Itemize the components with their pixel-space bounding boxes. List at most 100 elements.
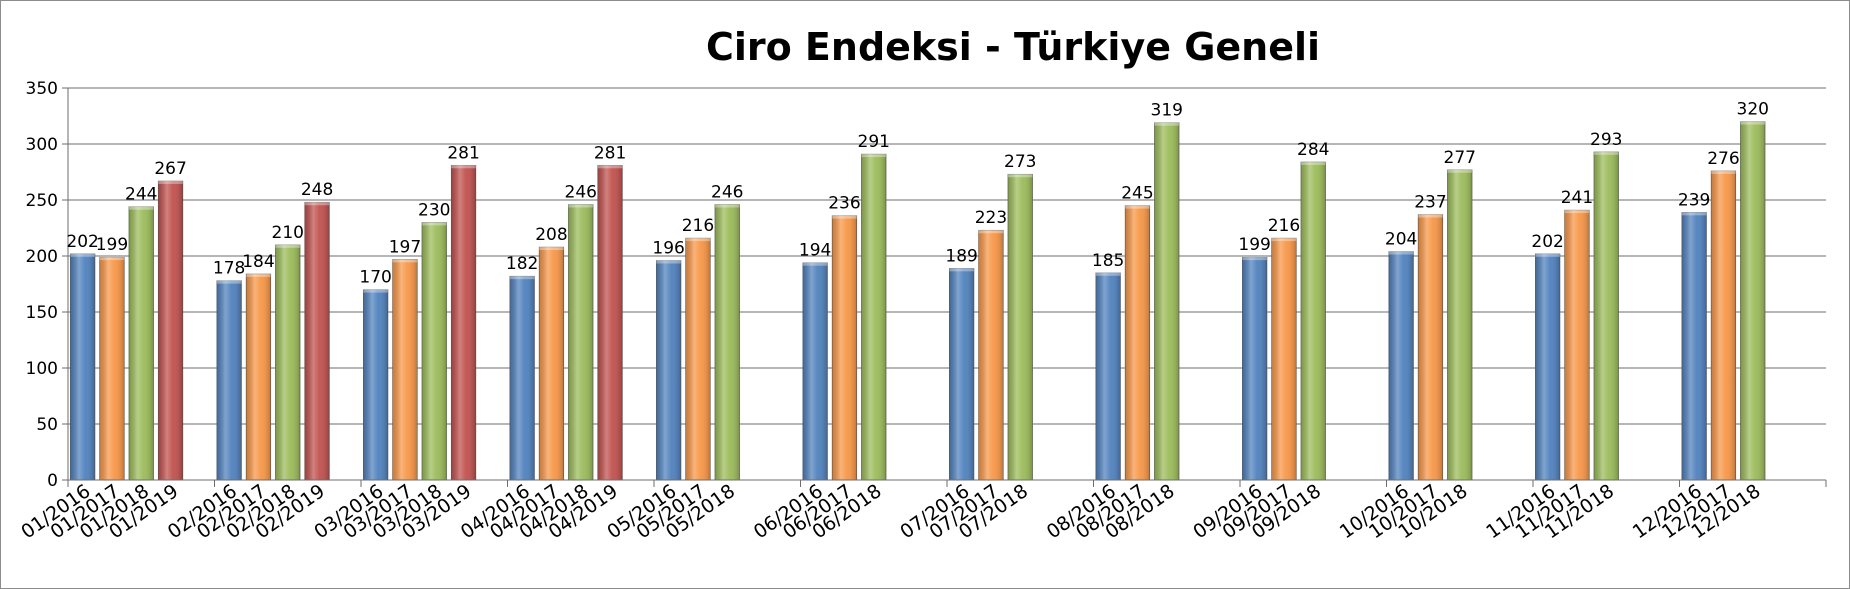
bar-shading	[1418, 214, 1443, 480]
data-labels: 2021992442671781842102481701972302811822…	[66, 100, 1769, 288]
y-tick-label: 350	[26, 79, 58, 99]
bar-shading	[949, 268, 974, 480]
bar-cap	[246, 272, 271, 277]
bar-shading	[861, 154, 887, 480]
data-label: 223	[975, 208, 1007, 228]
bar-cap	[861, 153, 887, 158]
bar-cap	[656, 259, 681, 264]
bar-cap	[1740, 120, 1766, 125]
data-label: 244	[125, 185, 157, 205]
data-label: 208	[535, 225, 567, 245]
bar-shading	[1300, 161, 1326, 481]
data-label: 170	[359, 268, 391, 288]
bar-shading	[128, 206, 154, 480]
bar-cap	[363, 288, 388, 293]
bar-shading	[1271, 238, 1297, 480]
bar-shading	[158, 180, 183, 480]
bar-cap	[1681, 211, 1707, 216]
data-label: 194	[799, 241, 831, 261]
bar-shading	[568, 204, 594, 481]
y-tick-label: 100	[26, 359, 58, 379]
data-label: 230	[418, 200, 450, 220]
bar-cap	[1418, 213, 1443, 218]
bar-cap	[539, 246, 564, 251]
bar-cap	[1095, 271, 1121, 276]
bar-cap	[421, 221, 447, 226]
bar-cap	[509, 275, 535, 280]
y-tick-label: 250	[26, 191, 58, 211]
data-label: 267	[154, 159, 186, 179]
bar-shading	[1388, 251, 1414, 480]
bars	[70, 120, 1766, 481]
bar-shading	[275, 244, 301, 480]
y-tick-label: 150	[26, 303, 58, 323]
bar-cap	[70, 252, 95, 257]
y-tick-label: 300	[26, 135, 58, 155]
bar-cap	[568, 203, 594, 208]
bar-shading	[99, 257, 125, 480]
bar-shading	[1681, 212, 1707, 480]
bar-cap	[1271, 237, 1297, 242]
bar-cap	[1154, 121, 1180, 126]
data-label: 281	[447, 143, 479, 163]
data-label: 246	[565, 182, 597, 202]
bar-cap	[216, 279, 242, 284]
data-label: 245	[1121, 184, 1153, 204]
bar-shading	[714, 204, 740, 481]
data-label: 246	[711, 182, 743, 202]
gridlines	[68, 87, 1826, 425]
bar-shading	[1095, 272, 1121, 480]
bar-shading	[832, 215, 857, 480]
bar-cap	[1242, 256, 1267, 261]
bar-cap	[392, 258, 418, 263]
data-label: 185	[1092, 251, 1124, 271]
chart-title: Ciro Endeksi - Türkiye Geneli	[706, 25, 1320, 69]
bar-cap	[1711, 169, 1736, 174]
bar-shading	[685, 238, 711, 480]
data-label: 202	[1531, 232, 1563, 252]
bar-shading	[1007, 174, 1033, 481]
bar-cap	[802, 261, 828, 266]
data-label: 284	[1297, 140, 1329, 160]
data-label: 291	[858, 132, 890, 152]
bar-shading	[246, 273, 271, 480]
bar-cap	[949, 267, 974, 272]
y-axis: 0 50 100 150 200 250 300 350	[26, 79, 69, 491]
data-label: 184	[242, 252, 274, 272]
data-label: 293	[1590, 130, 1622, 150]
bar-shading	[216, 280, 242, 480]
data-label: 281	[594, 143, 626, 163]
x-axis: 01/201601/201701/201801/201902/201602/20…	[17, 479, 1827, 543]
bar-shading	[1125, 205, 1150, 480]
data-label: 277	[1444, 148, 1476, 168]
bar-cap	[1007, 173, 1033, 178]
bar-shading	[539, 247, 564, 480]
bar-cap	[1593, 150, 1619, 155]
bar-cap	[832, 214, 857, 219]
data-label: 202	[66, 232, 98, 252]
data-label: 319	[1151, 101, 1183, 121]
data-label: 320	[1737, 100, 1769, 120]
bar-cap	[128, 205, 154, 210]
data-label: 216	[1268, 216, 1300, 236]
bar-cap	[685, 237, 711, 242]
bar-shading	[1535, 253, 1560, 480]
data-label: 189	[945, 246, 977, 266]
data-label: 199	[1238, 235, 1270, 255]
y-tick-label: 0	[47, 471, 58, 491]
bar-shading	[597, 165, 623, 480]
bar-cap	[158, 179, 183, 184]
data-label: 210	[272, 223, 304, 243]
bar-shading	[1711, 170, 1736, 480]
bar-shading	[509, 276, 535, 480]
bar-cap	[451, 164, 476, 169]
y-tick-label: 200	[26, 247, 58, 267]
bar-shading	[304, 202, 330, 481]
bar-cap	[1125, 204, 1150, 209]
bar-shading	[1740, 121, 1766, 480]
data-label: 273	[1004, 152, 1036, 172]
data-label: 216	[682, 216, 714, 236]
data-label: 197	[389, 237, 421, 257]
bar-cap	[714, 203, 740, 208]
data-label: 196	[652, 238, 684, 258]
